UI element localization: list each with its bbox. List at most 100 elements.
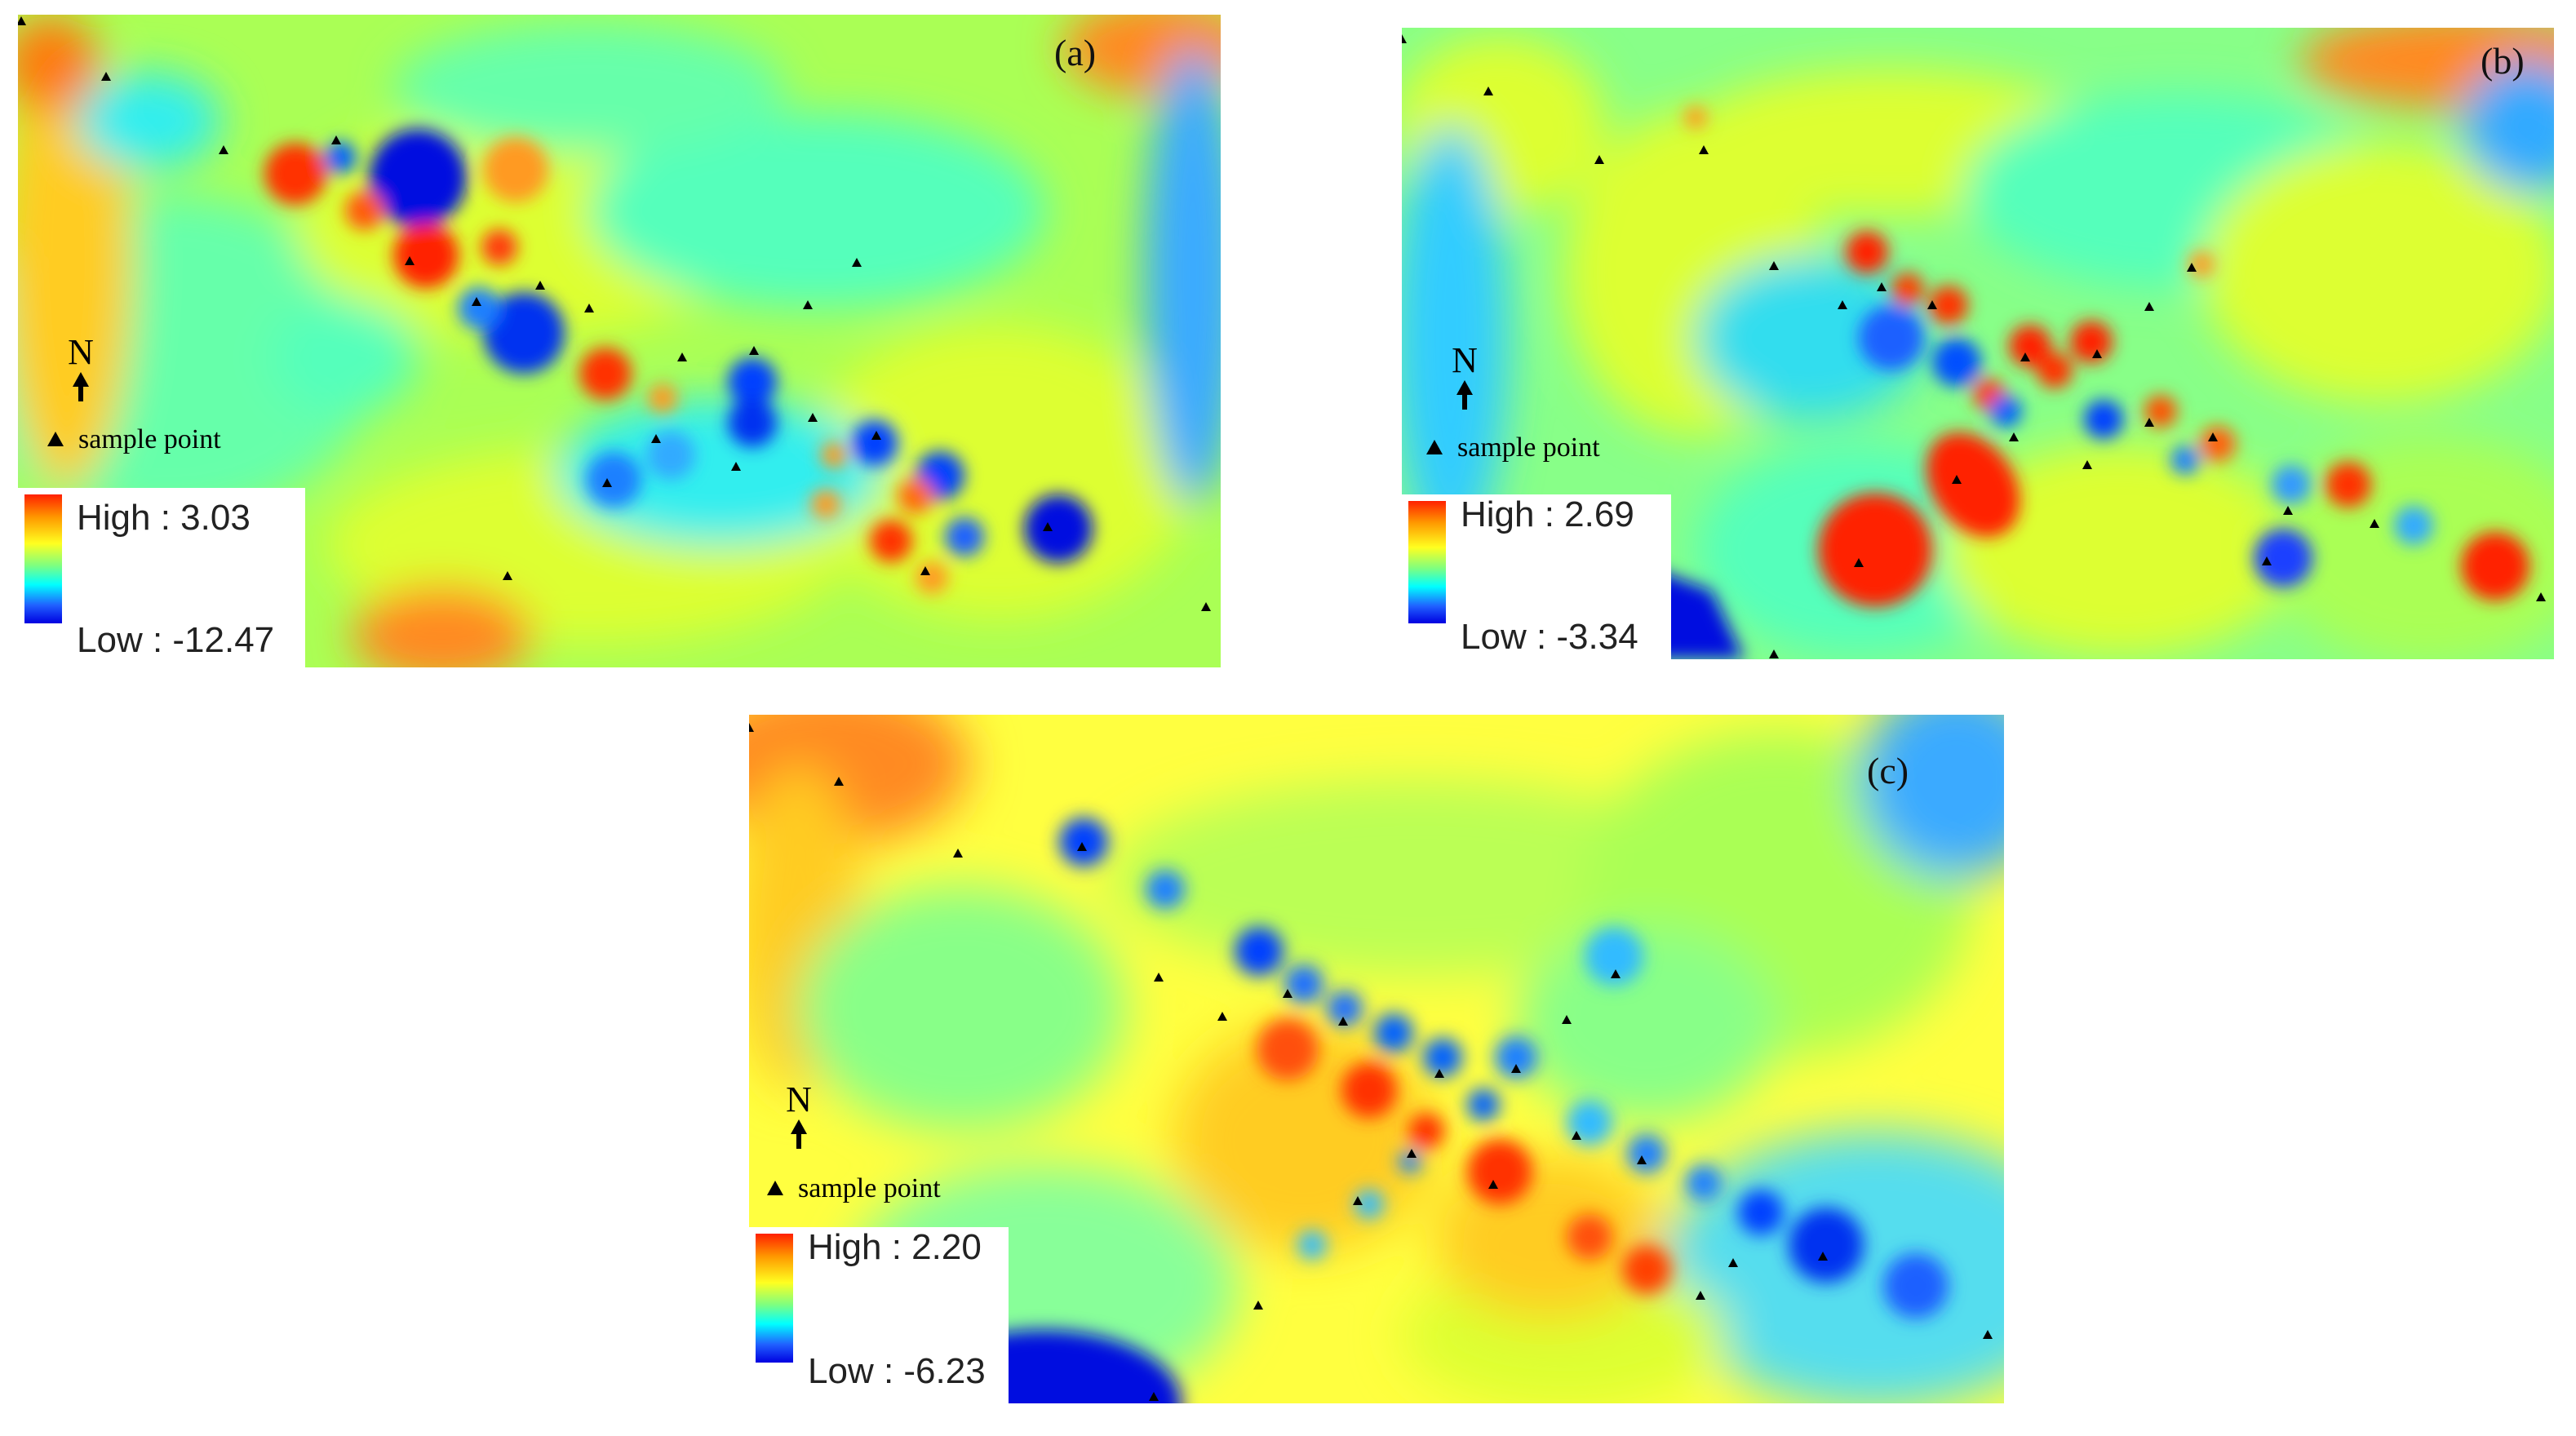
north-arrow-c: N xyxy=(778,1082,819,1149)
sample-point xyxy=(2082,460,2092,469)
sample-point xyxy=(1483,86,1493,95)
sample-point xyxy=(503,571,512,580)
north-arrow-a: N xyxy=(60,335,101,401)
sample-point xyxy=(2009,432,2019,441)
sample-point xyxy=(871,431,881,440)
legend-low: Low : -12.47 xyxy=(77,620,275,660)
north-arrow-icon xyxy=(791,1119,807,1134)
sample-point xyxy=(1927,300,1937,309)
sample-point xyxy=(1338,1017,1348,1026)
sample-point xyxy=(2144,302,2154,311)
sample-point xyxy=(602,478,612,487)
sample-point xyxy=(808,413,818,422)
sample-point xyxy=(1611,969,1621,978)
sample-point-legend-a: sample point xyxy=(47,424,221,455)
panel-label-a: (a) xyxy=(1054,32,1097,73)
legend-high: High : 2.69 xyxy=(1461,494,1634,534)
sample-point xyxy=(677,352,687,361)
panel-label-b: (b) xyxy=(2481,40,2525,82)
sample-point xyxy=(1154,973,1164,982)
sample-point-label: sample point xyxy=(78,424,221,454)
legend-low: Low : -3.34 xyxy=(1461,617,1638,657)
sample-point xyxy=(405,256,415,265)
sample-point xyxy=(1818,1252,1828,1261)
sample-point xyxy=(1952,475,1962,484)
sample-point xyxy=(1043,522,1053,531)
sample-point xyxy=(1696,1291,1705,1300)
north-label: N xyxy=(1452,340,1478,380)
sample-point xyxy=(1407,1149,1417,1158)
sample-point xyxy=(1594,155,1604,164)
legend-low: Low : -6.23 xyxy=(808,1351,986,1391)
sample-point xyxy=(101,72,111,81)
sample-point xyxy=(1217,1012,1227,1021)
legend-high: High : 3.03 xyxy=(77,498,251,538)
interpolation-surface-c xyxy=(749,715,2004,1403)
sample-point xyxy=(1353,1196,1363,1205)
sample-point xyxy=(1854,558,1864,567)
sample-point xyxy=(2092,349,2102,358)
color-ramp xyxy=(24,494,62,623)
sample-point-label: sample point xyxy=(1457,432,1600,463)
north-arrow-icon xyxy=(1456,380,1473,395)
sample-point xyxy=(1877,282,1887,291)
sample-point xyxy=(584,304,594,312)
legend-high: High : 2.20 xyxy=(808,1227,982,1267)
sample-point-label: sample point xyxy=(798,1173,941,1203)
sample-point xyxy=(18,16,26,25)
sample-point xyxy=(1488,1180,1498,1189)
sample-point xyxy=(920,566,930,575)
sample-point xyxy=(1637,1155,1647,1164)
sample-point xyxy=(953,849,963,858)
sample-point xyxy=(1728,1258,1738,1267)
sample-point xyxy=(1201,602,1211,611)
sample-point xyxy=(1253,1301,1263,1310)
sample-point xyxy=(749,346,759,355)
color-ramp xyxy=(1408,501,1446,623)
color-ramp xyxy=(756,1234,793,1363)
sample-point xyxy=(1769,261,1779,270)
sample-point xyxy=(535,281,545,290)
color-legend-c: High : 2.20 Low : -6.23 xyxy=(749,1227,1009,1403)
sample-point xyxy=(1699,145,1709,154)
sample-point xyxy=(1838,300,1847,309)
sample-point xyxy=(472,297,481,306)
sample-point xyxy=(1077,842,1087,851)
sample-point xyxy=(1283,989,1292,998)
sample-point xyxy=(1402,34,1407,43)
sample-point xyxy=(219,145,228,154)
sample-point-legend-c: sample point xyxy=(767,1173,941,1204)
sample-point xyxy=(2208,432,2218,441)
panel-label-c: (c) xyxy=(1867,750,1909,791)
sample-point xyxy=(1511,1064,1521,1073)
map-panel-a: (a) N sample point High : 3.03 Low : -12… xyxy=(18,15,1221,667)
triangle-icon xyxy=(767,1181,783,1195)
map-panel-c: (c) N sample point High : 2.20 Low : -6.… xyxy=(749,715,2004,1403)
triangle-icon xyxy=(1426,440,1443,454)
sample-point xyxy=(651,434,661,443)
triangle-icon xyxy=(47,432,64,446)
color-legend-b: High : 2.69 Low : -3.34 xyxy=(1402,494,1671,659)
north-arrow-icon xyxy=(73,372,89,387)
sample-point xyxy=(1149,1392,1159,1401)
sample-point xyxy=(2187,263,2197,272)
sample-point xyxy=(852,258,862,267)
sample-point xyxy=(1769,649,1779,658)
sample-point xyxy=(2262,556,2272,565)
sample-point xyxy=(2144,418,2154,427)
sample-point xyxy=(803,300,813,309)
sample-point xyxy=(1983,1330,1993,1339)
sample-point xyxy=(1434,1069,1444,1078)
sample-point xyxy=(331,135,341,144)
color-legend-a: High : 3.03 Low : -12.47 xyxy=(18,488,305,667)
sample-point xyxy=(731,462,741,471)
sample-point xyxy=(749,723,754,732)
north-label: N xyxy=(68,332,94,372)
north-label: N xyxy=(786,1079,812,1119)
sample-point-legend-b: sample point xyxy=(1426,432,1600,463)
map-panel-b: (b) N sample point High : 2.69 Low : -3.… xyxy=(1402,28,2554,659)
sample-point xyxy=(1562,1015,1572,1024)
sample-point xyxy=(2370,519,2379,528)
sample-point xyxy=(2283,506,2293,515)
interpolation-surface-b xyxy=(1402,28,2554,659)
